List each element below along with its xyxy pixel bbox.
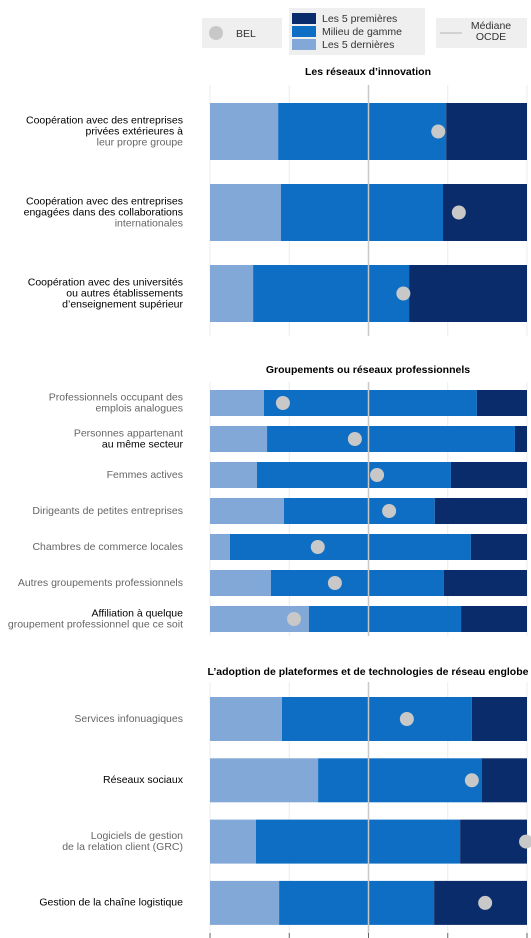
category-label: Affiliation à quelque <box>92 607 184 619</box>
category-label: au même secteur <box>102 438 184 450</box>
category-label: Femmes actives <box>107 469 183 481</box>
category-label: Coopération avec des universités <box>28 276 183 288</box>
legend-swatch <box>292 39 316 50</box>
bar-segment <box>210 534 230 560</box>
median-legend-label: Médiane OCDE <box>470 20 512 43</box>
bar-segment <box>471 697 527 741</box>
category-label: groupement professionnel que ce soit <box>8 618 183 630</box>
bar-segment <box>281 697 472 741</box>
bar-segment <box>450 462 527 488</box>
bar-segment <box>210 462 257 488</box>
panel-title: Groupements ou réseaux professionnels <box>266 364 470 376</box>
bel-dot <box>478 895 493 910</box>
bel-dot <box>347 432 362 446</box>
bar-segment <box>446 103 527 160</box>
bel-dot <box>519 834 531 849</box>
bar-segment <box>210 880 280 925</box>
bar-segment <box>263 390 477 416</box>
category-label: Dirigeants de petites entreprises <box>32 505 183 517</box>
category-label: d’enseignement supérieur <box>62 298 183 310</box>
category-label: Personnes appartenant <box>74 427 183 439</box>
bar-segment <box>434 498 527 524</box>
bar-segment <box>476 390 527 416</box>
legend-label: Milieu de gamme <box>322 26 402 38</box>
category-label: Professionnels occupant des <box>49 391 183 403</box>
category-label: Coopération avec des entreprises <box>26 195 183 207</box>
bar-segment <box>308 606 462 632</box>
bar-segment <box>318 758 482 803</box>
category-label: Coopération avec des entreprises <box>26 114 183 126</box>
bar-segment <box>253 265 410 322</box>
bar-segment <box>210 184 282 241</box>
bar-segment <box>210 426 268 452</box>
category-label: Services infonuagiques <box>74 713 183 725</box>
category-label: privées extérieures à <box>86 125 184 137</box>
bel-dot <box>451 205 466 220</box>
legend-swatch <box>292 13 316 24</box>
category-label: de la relation client (GRC) <box>62 841 183 853</box>
panel-title: Les réseaux d’innovation <box>305 66 431 78</box>
bar-segment <box>229 534 471 560</box>
bar-segment <box>443 570 527 596</box>
bar-segment <box>210 758 319 803</box>
bel-dot <box>327 576 342 590</box>
bel-dot <box>287 612 302 626</box>
bar-segment <box>470 534 527 560</box>
category-label: Autres groupements professionnels <box>18 577 183 589</box>
category-label: ou autres établissements <box>66 287 183 299</box>
bar-segment <box>210 265 254 322</box>
panel-title: L’adoption de plateformes et de technolo… <box>208 666 529 678</box>
legend-label: BEL <box>236 28 256 40</box>
bar-segment <box>460 819 527 864</box>
legend-label: Les 5 premières <box>322 13 397 25</box>
bel-dot <box>464 773 479 788</box>
bar-segment <box>210 697 282 741</box>
bar-segment <box>210 819 256 864</box>
category-label: internationales <box>115 217 183 229</box>
bar-segment <box>210 390 264 416</box>
category-label: leur propre groupe <box>97 136 184 148</box>
bar-segment <box>255 819 461 864</box>
bel-dot <box>431 124 446 139</box>
bar-segment <box>270 570 444 596</box>
bel-dot <box>275 396 290 410</box>
legend-label: Les 5 dernières <box>322 39 394 51</box>
bar-segment <box>409 265 527 322</box>
category-label: engagées dans des collaborations <box>24 206 183 218</box>
category-label: Gestion de la chaîne logistique <box>39 897 183 909</box>
bar-segment <box>278 103 447 160</box>
bar-segment <box>256 462 451 488</box>
bar-segment <box>514 426 527 452</box>
bar-segment <box>210 498 284 524</box>
bel-dot <box>399 712 414 726</box>
bar-segment <box>267 426 515 452</box>
bar-segment <box>283 498 435 524</box>
bel-dot <box>382 504 397 518</box>
category-label: emplois analogues <box>95 402 183 414</box>
bar-segment <box>461 606 527 632</box>
bar-segment <box>481 758 527 803</box>
bel-dot <box>370 468 385 482</box>
bar-segment <box>210 103 279 160</box>
bel-dot <box>310 540 325 554</box>
bar-segment <box>210 570 271 596</box>
bar-segment <box>281 184 443 241</box>
bar-segment <box>279 880 435 925</box>
category-label: Chambres de commerce locales <box>32 541 183 553</box>
legend-dot <box>209 26 223 40</box>
bel-dot <box>396 286 411 301</box>
category-label: Réseaux sociaux <box>103 774 184 786</box>
category-label: Logiciels de gestion <box>91 830 183 842</box>
legend-swatch <box>292 26 316 37</box>
